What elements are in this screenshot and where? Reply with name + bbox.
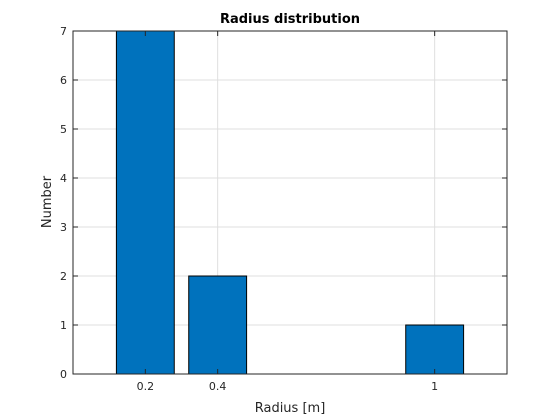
- plot-frame: [72, 30, 508, 375]
- x-tick-label: 1: [431, 380, 438, 393]
- x-axis-label: Radius [m]: [255, 401, 326, 416]
- bar: [405, 324, 465, 375]
- y-tick-label: 0: [60, 368, 67, 381]
- y-tick-label: 6: [60, 74, 67, 87]
- bars: [115, 30, 465, 375]
- chart-title: Radius distribution: [220, 12, 360, 27]
- y-tick-label: 2: [60, 270, 67, 283]
- bar: [115, 30, 175, 375]
- bar: [188, 275, 248, 375]
- y-tick-label: 7: [60, 25, 67, 38]
- x-tick-label: 0.4: [209, 380, 227, 393]
- y-tick-label: 4: [60, 172, 67, 185]
- x-tick-label: 0.2: [137, 380, 155, 393]
- ticks: 0 1 2 3 4 5 6 7 0.2 0.4 1: [60, 25, 507, 393]
- y-tick-label: 5: [60, 123, 67, 136]
- y-axis-label: Number: [40, 175, 55, 228]
- y-tick-label: 3: [60, 221, 67, 234]
- y-tick-label: 1: [60, 319, 67, 332]
